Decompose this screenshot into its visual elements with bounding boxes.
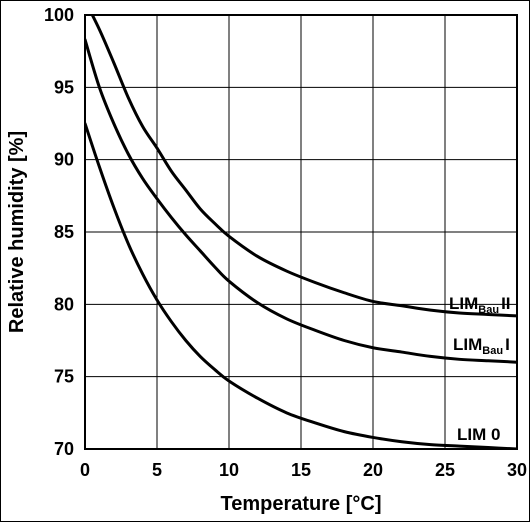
x-tick-label: 25 [435, 460, 455, 480]
curves [85, 15, 517, 449]
y-tick-label: 80 [54, 294, 74, 314]
series-label-lim-0: LIM 0 [457, 425, 500, 444]
series-line-limbau-i [85, 38, 517, 364]
y-tick-label: 70 [54, 439, 74, 459]
y-tick-label: 85 [54, 222, 74, 242]
y-tick-label: 95 [54, 77, 74, 97]
plot-border [84, 14, 518, 450]
y-tick-label: 100 [44, 5, 74, 25]
x-tick-label: 15 [291, 460, 311, 480]
series-label-main: LIM 0 [457, 425, 500, 444]
x-tick-label: 10 [219, 460, 239, 480]
series-label-limbau-ii: LIMBau II [449, 294, 511, 316]
series-label-suffix: II [501, 294, 510, 313]
x-tick-label: 5 [152, 460, 162, 480]
y-tick-label: 75 [54, 367, 74, 387]
x-axis-title: Temperature [°C] [221, 493, 382, 515]
series-label-main: LIM [449, 294, 478, 313]
x-tick-label: 30 [507, 460, 527, 480]
series-line-lim-0 [85, 122, 517, 449]
y-tick-label: 90 [54, 150, 74, 170]
tick-labels: 0 5 10 15 20 25 30 70 75 80 85 90 95 100 [44, 5, 527, 480]
series-label-subscript: Bau [482, 345, 503, 357]
series-label-subscript: Bau [478, 304, 499, 316]
x-tick-label: 0 [80, 460, 90, 480]
series-label-limbau-i: LIMBau I [453, 335, 510, 357]
series-line-limbau-ii [90, 15, 517, 318]
series-label-suffix: I [505, 335, 510, 354]
x-tick-label: 20 [363, 460, 383, 480]
grid [85, 15, 517, 449]
y-axis-title: Relative humidity [%] [6, 131, 28, 333]
series-label-main: LIM [453, 335, 482, 354]
